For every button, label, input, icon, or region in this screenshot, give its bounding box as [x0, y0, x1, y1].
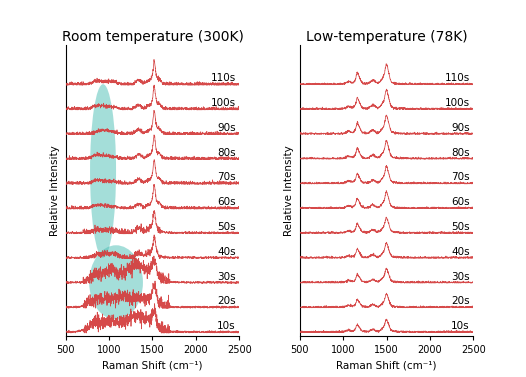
Ellipse shape [90, 84, 116, 257]
Title: Room temperature (300K): Room temperature (300K) [62, 30, 244, 44]
Text: 110s: 110s [210, 73, 236, 83]
Text: 20s: 20s [217, 296, 236, 307]
Ellipse shape [89, 245, 143, 320]
Text: 30s: 30s [217, 271, 236, 282]
Text: 70s: 70s [451, 172, 470, 182]
Title: Low-temperature (78K): Low-temperature (78K) [306, 30, 468, 44]
Text: 40s: 40s [451, 247, 470, 257]
Text: 10s: 10s [217, 321, 236, 331]
Text: 80s: 80s [451, 148, 470, 158]
Text: 60s: 60s [451, 197, 470, 207]
Text: 30s: 30s [451, 271, 470, 282]
X-axis label: Raman Shift (cm⁻¹): Raman Shift (cm⁻¹) [102, 360, 203, 370]
Text: 60s: 60s [217, 197, 236, 207]
Text: 90s: 90s [217, 123, 236, 133]
Text: 20s: 20s [451, 296, 470, 307]
Text: 70s: 70s [217, 172, 236, 182]
Y-axis label: Relative Intensity: Relative Intensity [285, 145, 295, 236]
Text: 100s: 100s [210, 98, 236, 108]
Text: 10s: 10s [451, 321, 470, 331]
Text: 110s: 110s [444, 73, 470, 83]
Text: 40s: 40s [217, 247, 236, 257]
Y-axis label: Relative Intensity: Relative Intensity [50, 145, 60, 236]
Text: 80s: 80s [217, 148, 236, 158]
X-axis label: Raman Shift (cm⁻¹): Raman Shift (cm⁻¹) [337, 360, 437, 370]
Text: 50s: 50s [451, 222, 470, 232]
Text: 90s: 90s [451, 123, 470, 133]
Text: 50s: 50s [217, 222, 236, 232]
Text: 100s: 100s [445, 98, 470, 108]
